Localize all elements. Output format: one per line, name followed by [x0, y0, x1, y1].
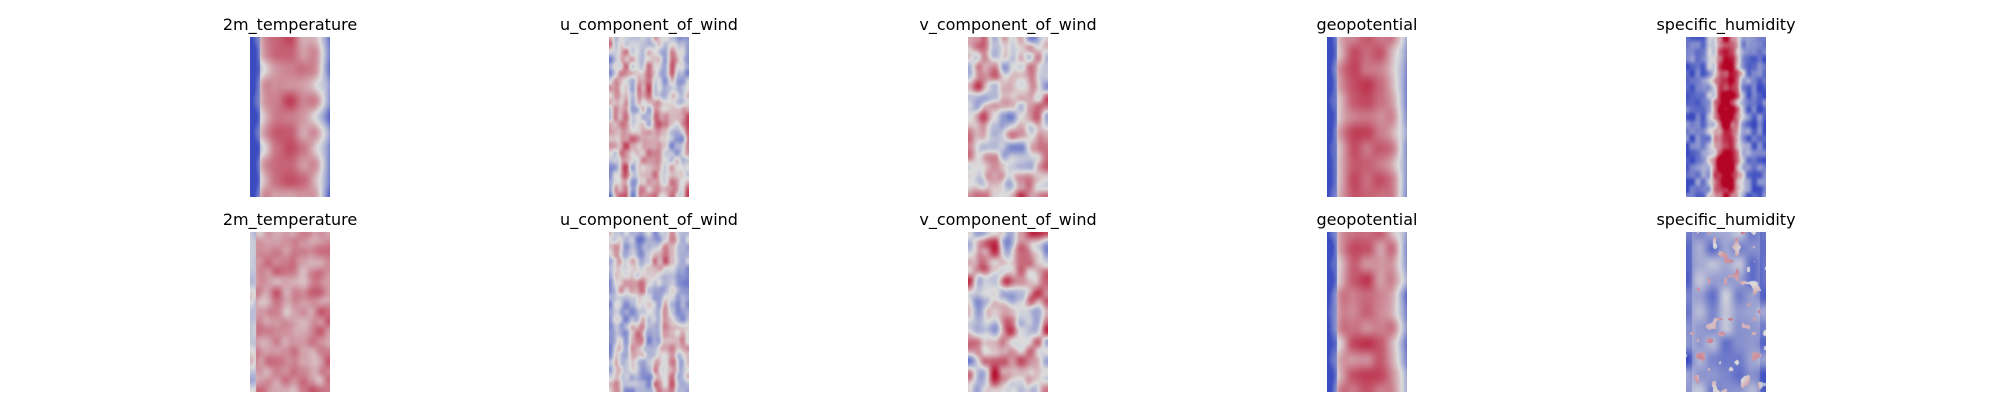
heatmap-image: [1686, 232, 1766, 392]
heatmap-panel: [968, 232, 1048, 392]
panel-title: geopotential: [1217, 15, 1517, 34]
heatmap-panel: [1327, 37, 1407, 197]
heatmap-image: [968, 232, 1048, 392]
heatmap-image: [250, 232, 330, 392]
heatmap-image: [1327, 37, 1407, 197]
panel-title: specific_humidity: [1576, 210, 1876, 229]
heatmap-panel: [609, 37, 689, 197]
panel-title: 2m_temperature: [140, 15, 440, 34]
heatmap-panel: [609, 232, 689, 392]
panel-title: u_component_of_wind: [499, 15, 799, 34]
panel-title: u_component_of_wind: [499, 210, 799, 229]
panel-title: geopotential: [1217, 210, 1517, 229]
heatmap-image: [968, 37, 1048, 197]
panel-title: v_component_of_wind: [858, 210, 1158, 229]
heatmap-image: [1686, 37, 1766, 197]
panel-title: v_component_of_wind: [858, 15, 1158, 34]
panel-title: specific_humidity: [1576, 15, 1876, 34]
heatmap-panel: [1686, 232, 1766, 392]
heatmap-panel: [968, 37, 1048, 197]
heatmap-panel: [1327, 232, 1407, 392]
heatmap-panel: [250, 37, 330, 197]
heatmap-image: [609, 232, 689, 392]
panel-title: 2m_temperature: [140, 210, 440, 229]
heatmap-panel: [1686, 37, 1766, 197]
heatmap-panel: [250, 232, 330, 392]
heatmap-image: [609, 37, 689, 197]
heatmap-image: [1327, 232, 1407, 392]
heatmap-image: [250, 37, 330, 197]
